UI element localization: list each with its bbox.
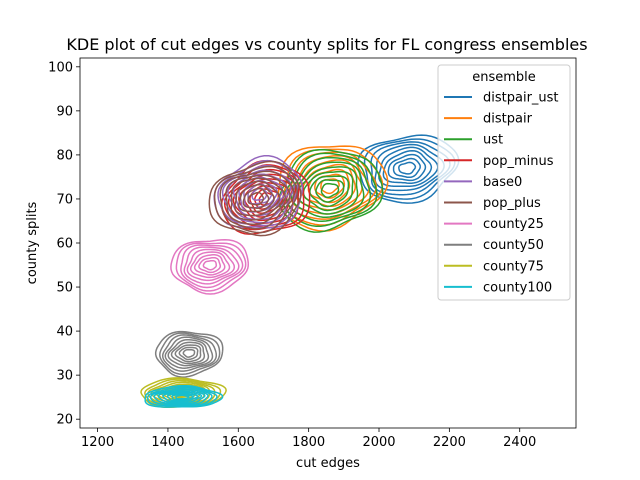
x-tick-label: 1800 bbox=[292, 435, 325, 450]
contour-pop_plus bbox=[234, 180, 281, 217]
contour-ust bbox=[315, 179, 345, 203]
contour-distpair_ust bbox=[392, 157, 421, 179]
legend-box bbox=[437, 64, 571, 301]
contour-distpair_ust bbox=[378, 146, 439, 188]
contour-county25 bbox=[186, 248, 236, 282]
contour-pop_plus bbox=[208, 160, 302, 237]
legend-label-pop_minus: pop_minus bbox=[483, 154, 554, 169]
y-axis-title: county splits bbox=[25, 201, 40, 284]
contour-county50 bbox=[182, 348, 196, 358]
contour-distpair_ust bbox=[363, 138, 456, 200]
contour-county100 bbox=[144, 384, 224, 408]
contour-base0 bbox=[217, 159, 299, 227]
contour-distpair bbox=[282, 148, 384, 226]
y-tick-label: 80 bbox=[56, 148, 73, 163]
contour-pop_minus bbox=[227, 168, 300, 227]
contour-pop_plus bbox=[219, 170, 295, 230]
y-tick-label: 60 bbox=[56, 237, 73, 252]
legend-label-county25: county25 bbox=[483, 217, 544, 232]
contour-pop_plus bbox=[213, 165, 298, 234]
contour-pop_plus bbox=[238, 183, 275, 213]
contour-pop_plus bbox=[247, 191, 265, 206]
contour-layer bbox=[140, 134, 460, 409]
contour-pop_plus bbox=[242, 187, 270, 209]
contour-county50 bbox=[164, 336, 214, 369]
contour-county100 bbox=[175, 394, 190, 400]
contour-pop_plus bbox=[230, 177, 286, 221]
contour-county25 bbox=[180, 244, 244, 289]
contour-distpair bbox=[277, 145, 389, 232]
contour-county25 bbox=[202, 259, 218, 271]
legend-label-pop_plus: pop_plus bbox=[483, 196, 541, 211]
x-tick-label: 2200 bbox=[433, 435, 466, 450]
contour-county100 bbox=[162, 391, 203, 404]
contour-distpair bbox=[314, 173, 346, 199]
contour-county100 bbox=[166, 392, 199, 402]
contour-distpair_ust bbox=[370, 141, 451, 196]
x-tick-label: 2400 bbox=[503, 435, 536, 450]
contour-county25 bbox=[198, 256, 222, 274]
y-axis: 20 30 40 50 60 70 80 90 100 bbox=[48, 60, 80, 428]
x-tick-label: 1200 bbox=[81, 435, 114, 450]
contour-pop_minus bbox=[223, 164, 305, 231]
legend-label-distpair_ust: distpair_ust bbox=[483, 91, 559, 106]
chart-title: KDE plot of cut edges vs county splits f… bbox=[66, 35, 587, 54]
contour-county25 bbox=[193, 254, 226, 276]
contour-pop_plus bbox=[225, 174, 291, 226]
contour-county50 bbox=[154, 330, 224, 378]
contour-distpair bbox=[320, 178, 340, 195]
contour-county50 bbox=[174, 344, 202, 363]
contour-distpair_ust bbox=[398, 161, 417, 175]
legend-label-distpair: distpair bbox=[483, 112, 533, 127]
contour-distpair_ust bbox=[387, 153, 427, 182]
y-tick-label: 90 bbox=[56, 104, 73, 119]
contour-county100 bbox=[146, 386, 218, 407]
contour-county100 bbox=[149, 387, 213, 407]
x-axis-title: cut edges bbox=[296, 456, 360, 471]
contour-county25 bbox=[189, 251, 231, 279]
contour-county50 bbox=[178, 346, 199, 361]
legend-label-ust: ust bbox=[483, 133, 503, 148]
contour-county100 bbox=[153, 388, 209, 406]
x-tick-label: 1400 bbox=[151, 435, 184, 450]
legend-label-county75: county75 bbox=[483, 259, 544, 274]
series-pop_plus bbox=[208, 160, 302, 237]
contour-county25 bbox=[175, 242, 247, 292]
contour-county50 bbox=[159, 332, 221, 375]
contour-county100 bbox=[171, 393, 195, 401]
series-county50 bbox=[154, 330, 224, 378]
y-tick-label: 100 bbox=[48, 60, 73, 75]
y-tick-label: 20 bbox=[56, 413, 73, 428]
contour-county25 bbox=[170, 238, 250, 295]
y-tick-label: 70 bbox=[56, 192, 73, 207]
y-tick-label: 30 bbox=[56, 369, 73, 384]
x-axis: 1200 1400 1600 1800 2000 2200 2400 bbox=[81, 428, 536, 450]
legend-items: distpair_ust distpair ust pop_minus base0 pop… bbox=[444, 91, 559, 295]
series-county25 bbox=[170, 238, 250, 295]
y-tick-label: 40 bbox=[56, 325, 73, 340]
contour-county50 bbox=[170, 341, 206, 365]
legend-label-base0: base0 bbox=[483, 175, 522, 190]
contour-county50 bbox=[161, 334, 218, 372]
legend-title: ensemble bbox=[472, 70, 536, 85]
contour-county25 bbox=[183, 246, 240, 285]
legend-label-county50: county50 bbox=[483, 238, 544, 253]
contour-county50 bbox=[167, 338, 210, 367]
contour-county100 bbox=[157, 390, 206, 405]
x-tick-label: 2000 bbox=[362, 435, 395, 450]
x-tick-label: 1600 bbox=[222, 435, 255, 450]
legend-label-county100: county100 bbox=[483, 280, 552, 295]
legend: ensemble distpair_ust distpair ust pop_minu… bbox=[437, 64, 571, 301]
contour-ust bbox=[320, 182, 340, 199]
y-tick-label: 50 bbox=[56, 281, 73, 296]
series-county100 bbox=[144, 384, 224, 408]
